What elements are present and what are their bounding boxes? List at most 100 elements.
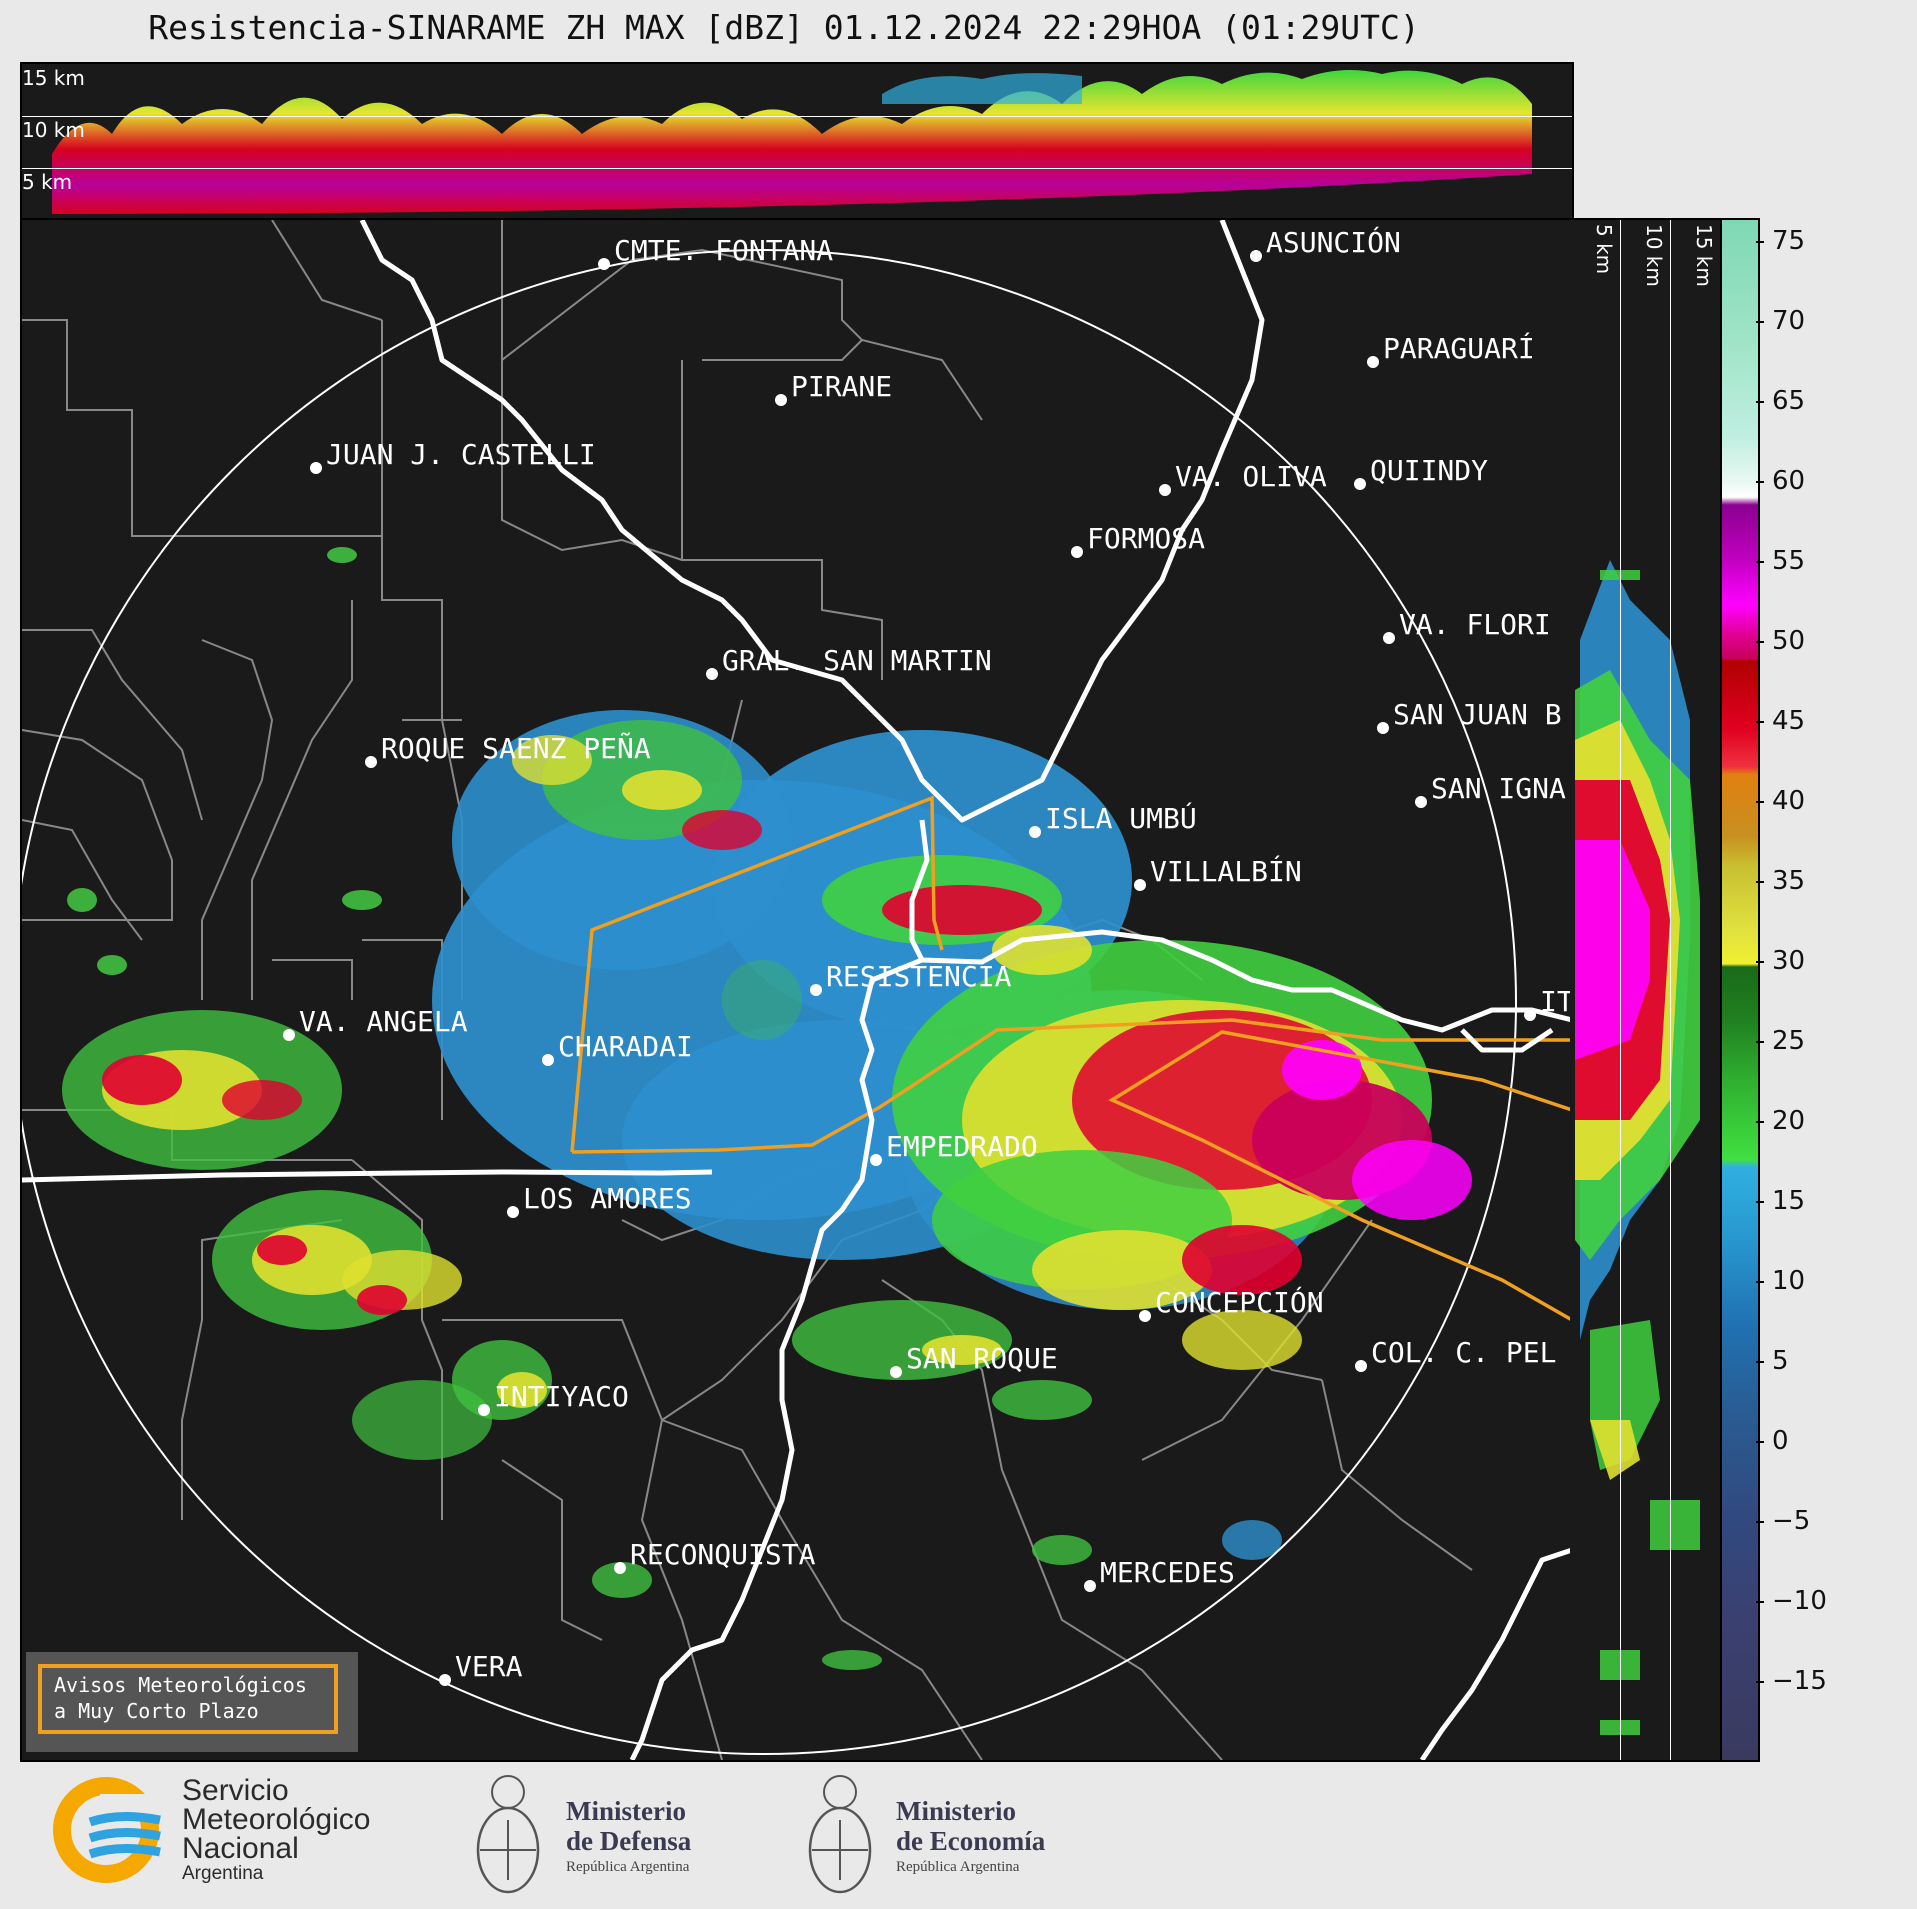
colorbar-tick: 60 [1755, 466, 1806, 496]
notice-line2: a Muy Corto Plazo [54, 1699, 259, 1723]
place-marker[interactable] [1084, 1580, 1096, 1592]
colorbar-tick-label: 50 [1772, 626, 1806, 656]
range-ring [22, 249, 1517, 1755]
place-marker[interactable] [1415, 796, 1427, 808]
defensa-line2: de Defensa [566, 1826, 692, 1856]
notice-box[interactable]: Avisos Meteorológicos a Muy Corto Plazo [26, 1652, 358, 1752]
colorbar-tick-label: 65 [1772, 386, 1806, 416]
place-label: JUAN J. CASTELLI [326, 438, 596, 471]
place-label: CHARADAI [558, 1030, 693, 1063]
place-label: VILLALBÍN [1150, 855, 1302, 888]
place-marker[interactable] [1524, 1009, 1536, 1021]
place-marker[interactable] [706, 668, 718, 680]
place-marker[interactable] [478, 1404, 490, 1416]
colorbar-tick: 25 [1755, 1026, 1806, 1056]
place-label: ISLA UMBÚ [1045, 802, 1197, 835]
place-label: VA. OLIVA [1175, 460, 1327, 493]
place-marker[interactable] [1367, 356, 1379, 368]
rivers [22, 220, 1572, 1760]
side-cross-section-echoes [1575, 560, 1700, 1735]
place-marker[interactable] [310, 462, 322, 474]
side-label-15km: 15 km [1692, 224, 1716, 287]
side-label-5km: 5 km [1592, 224, 1616, 275]
place-marker[interactable] [1029, 826, 1041, 838]
place-label: VA. FLORI [1399, 608, 1551, 641]
place-label: CONCEPCIÓN [1155, 1286, 1324, 1319]
colorbar-tick-label: 35 [1772, 866, 1806, 896]
colorbar-tick-label: 45 [1772, 706, 1806, 736]
defensa-line3: República Argentina [566, 1859, 690, 1875]
colorbar-tick-label: 75 [1772, 226, 1806, 256]
place-label: CMTE. FONTANA [614, 234, 834, 267]
colorbar-tick: 20 [1755, 1106, 1806, 1136]
dbz-colorbar [1720, 218, 1760, 1762]
place-label: SAN ROQUE [906, 1342, 1058, 1375]
top-cross-section-echoes [52, 70, 1532, 214]
colorbar-tick-label: 5 [1772, 1346, 1789, 1376]
economia-line1: Ministerio [896, 1796, 1016, 1826]
colorbar-tick-label: 20 [1772, 1106, 1806, 1136]
place-marker[interactable] [365, 756, 377, 768]
place-marker[interactable] [614, 1562, 626, 1574]
colorbar-tick-label: 60 [1772, 466, 1806, 496]
side-5km-line [1620, 220, 1621, 1760]
place-marker[interactable] [598, 258, 610, 270]
colorbar-tick: 55 [1755, 546, 1805, 576]
place-marker[interactable] [283, 1029, 295, 1041]
place-marker[interactable] [1377, 722, 1389, 734]
place-marker[interactable] [507, 1206, 519, 1218]
top-cross-section-panel: 15 km 10 km 5 km [20, 62, 1574, 220]
colorbar-tick: 5 [1756, 1346, 1789, 1376]
colorbar-tick-label: −15 [1772, 1666, 1827, 1696]
place-marker[interactable] [1355, 1360, 1367, 1372]
notice-line1: Avisos Meteorológicos [54, 1673, 307, 1697]
smn-line4: Argentina [182, 1863, 264, 1884]
colorbar-tick-label: 0 [1772, 1426, 1789, 1456]
place-label: PARAGUARÍ [1383, 332, 1535, 365]
page-title: Resistencia-SINARAME ZH MAX [dBZ] 01.12.… [148, 8, 1420, 47]
place-marker[interactable] [1134, 879, 1146, 891]
smn-line3: Nacional [182, 1832, 299, 1865]
colorbar-tick: −15 [1756, 1666, 1827, 1696]
place-marker[interactable] [810, 984, 822, 996]
place-label: RECONQUISTA [630, 1538, 816, 1571]
defensa-coat-of-arms-icon [476, 1775, 540, 1894]
colorbar-tick-label: −10 [1772, 1586, 1827, 1616]
place-marker[interactable] [439, 1674, 451, 1686]
place-marker[interactable] [1250, 250, 1262, 262]
colorbar-tick: 65 [1755, 386, 1806, 416]
place-marker[interactable] [542, 1054, 554, 1066]
side-label-10km: 10 km [1642, 224, 1666, 287]
colorbar-tick: −5 [1755, 1506, 1811, 1536]
place-label: VA. ANGELA [299, 1005, 468, 1038]
colorbar-tick: 75 [1755, 226, 1806, 256]
place-marker[interactable] [890, 1366, 902, 1378]
colorbar-tick: 45 [1755, 706, 1806, 736]
colorbar-tick: 10 [1755, 1266, 1805, 1296]
place-marker[interactable] [1159, 484, 1171, 496]
place-marker[interactable] [1354, 478, 1366, 490]
colorbar-tick-label: 15 [1772, 1186, 1806, 1216]
radar-map[interactable]: CMTE. FONTANA ASUNCIÓN PIRANE PARAGUARÍ JUAN… [20, 218, 1574, 1762]
colorbar-tick: 15 [1755, 1186, 1806, 1216]
colorbar-tick-label: 25 [1772, 1026, 1806, 1056]
place-label: IT [1540, 985, 1574, 1018]
warning-polygons[interactable] [570, 795, 1572, 1322]
place-label: SAN JUAN B [1393, 698, 1562, 731]
place-label: RESISTENCIA [826, 960, 1012, 993]
colorbar-tick: 50 [1755, 626, 1806, 656]
top-label-15km: 15 km [22, 66, 85, 90]
economia-line3: República Argentina [896, 1859, 1020, 1875]
notice-frame[interactable]: Avisos Meteorológicos a Muy Corto Plazo [38, 1664, 338, 1734]
place-label: ASUNCIÓN [1266, 226, 1401, 259]
top-label-10km: 10 km [22, 118, 85, 142]
colorbar-tick-label: −5 [1772, 1506, 1811, 1536]
smn-logo-icon [53, 1777, 170, 1883]
top-5km-line [22, 168, 1572, 169]
place-marker[interactable] [1139, 1310, 1151, 1322]
place-marker[interactable] [870, 1154, 882, 1166]
place-label: MERCEDES [1100, 1556, 1235, 1589]
place-marker[interactable] [1383, 632, 1395, 644]
place-marker[interactable] [775, 394, 787, 406]
place-marker[interactable] [1071, 546, 1083, 558]
